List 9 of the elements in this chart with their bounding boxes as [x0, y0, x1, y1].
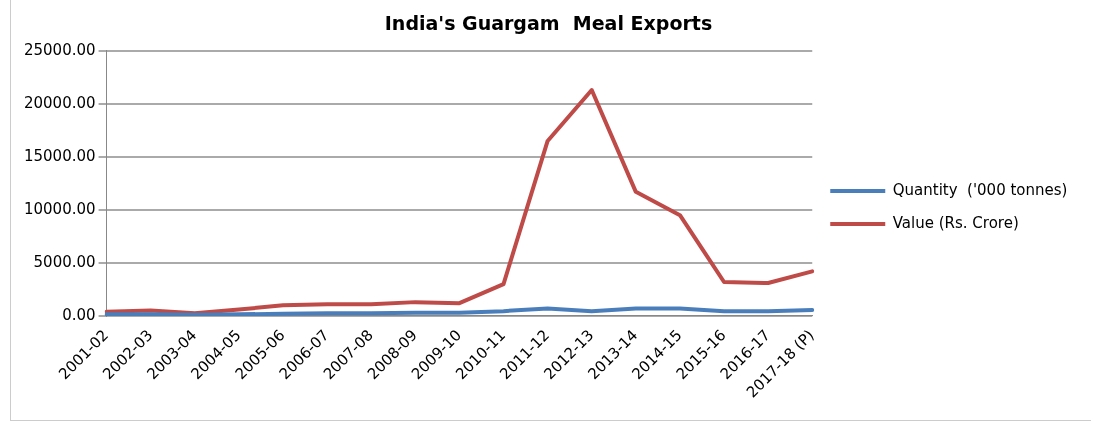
y-tick-label: 20000.00 [23, 93, 96, 112]
legend-label: Value (Rs. Crore) [892, 213, 1019, 232]
y-tick-label: 0.00 [62, 305, 96, 324]
y-tick-label: 15000.00 [23, 146, 96, 165]
y-tick-label: 25000.00 [23, 40, 96, 59]
chart-title: India's Guargam Meal Exports [384, 12, 713, 35]
legend-label: Quantity ('000 tonnes) [892, 180, 1068, 199]
y-tick-label: 10000.00 [23, 199, 96, 218]
y-tick-label: 5000.00 [33, 252, 96, 271]
